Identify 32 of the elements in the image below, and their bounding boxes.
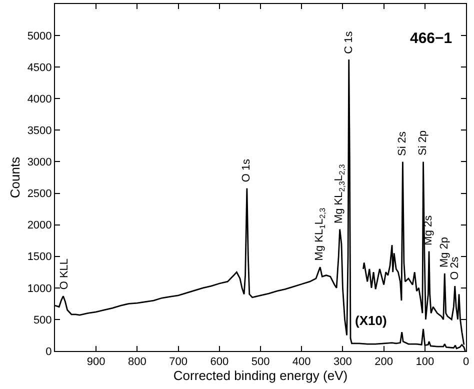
x-tick-label: 500 [251, 356, 270, 368]
x-tick-label: 600 [210, 356, 229, 368]
annotation: 466−1 [410, 30, 452, 47]
x-tick-label: 0 [462, 356, 470, 368]
annotation: Si 2s [396, 130, 408, 156]
x-tick-label: 100 [416, 356, 434, 368]
y-tick-label: 2500 [27, 188, 52, 200]
annotation: Si 2p [417, 130, 430, 156]
x-axis-title: Corrected binding energy (eV) [173, 368, 348, 384]
y-tick-label: 1000 [27, 282, 52, 295]
x-tick-label: 300 [334, 356, 352, 368]
x-tick-label: 900 [86, 356, 106, 368]
x-tick-label: 200 [374, 356, 393, 368]
y-tick-label: 5000 [27, 30, 52, 42]
y-tick-label: 2000 [27, 220, 52, 232]
y-tick-label: 0 [46, 346, 52, 358]
annotation: O KLL [58, 258, 70, 290]
y-tick-label: 3000 [27, 156, 52, 169]
x-tick-label: 800 [128, 356, 146, 368]
annotation: O 1s [240, 158, 253, 182]
y-tick-label: 500 [33, 314, 52, 326]
x-tick-label: 700 [169, 356, 188, 368]
x-tick-label: 400 [292, 356, 311, 368]
y-tick-label: 1500 [27, 251, 52, 264]
annotation: O 2s [448, 256, 461, 280]
annotation: (X10) [355, 313, 387, 328]
y-tick-label: 3500 [27, 125, 52, 138]
y-tick-label: 4500 [27, 62, 52, 74]
annotation: C 1s [342, 30, 355, 54]
y-axis-title: Counts [7, 156, 22, 198]
annotation: Mg 2p [438, 236, 451, 268]
y-tick-label: 4000 [27, 93, 52, 106]
